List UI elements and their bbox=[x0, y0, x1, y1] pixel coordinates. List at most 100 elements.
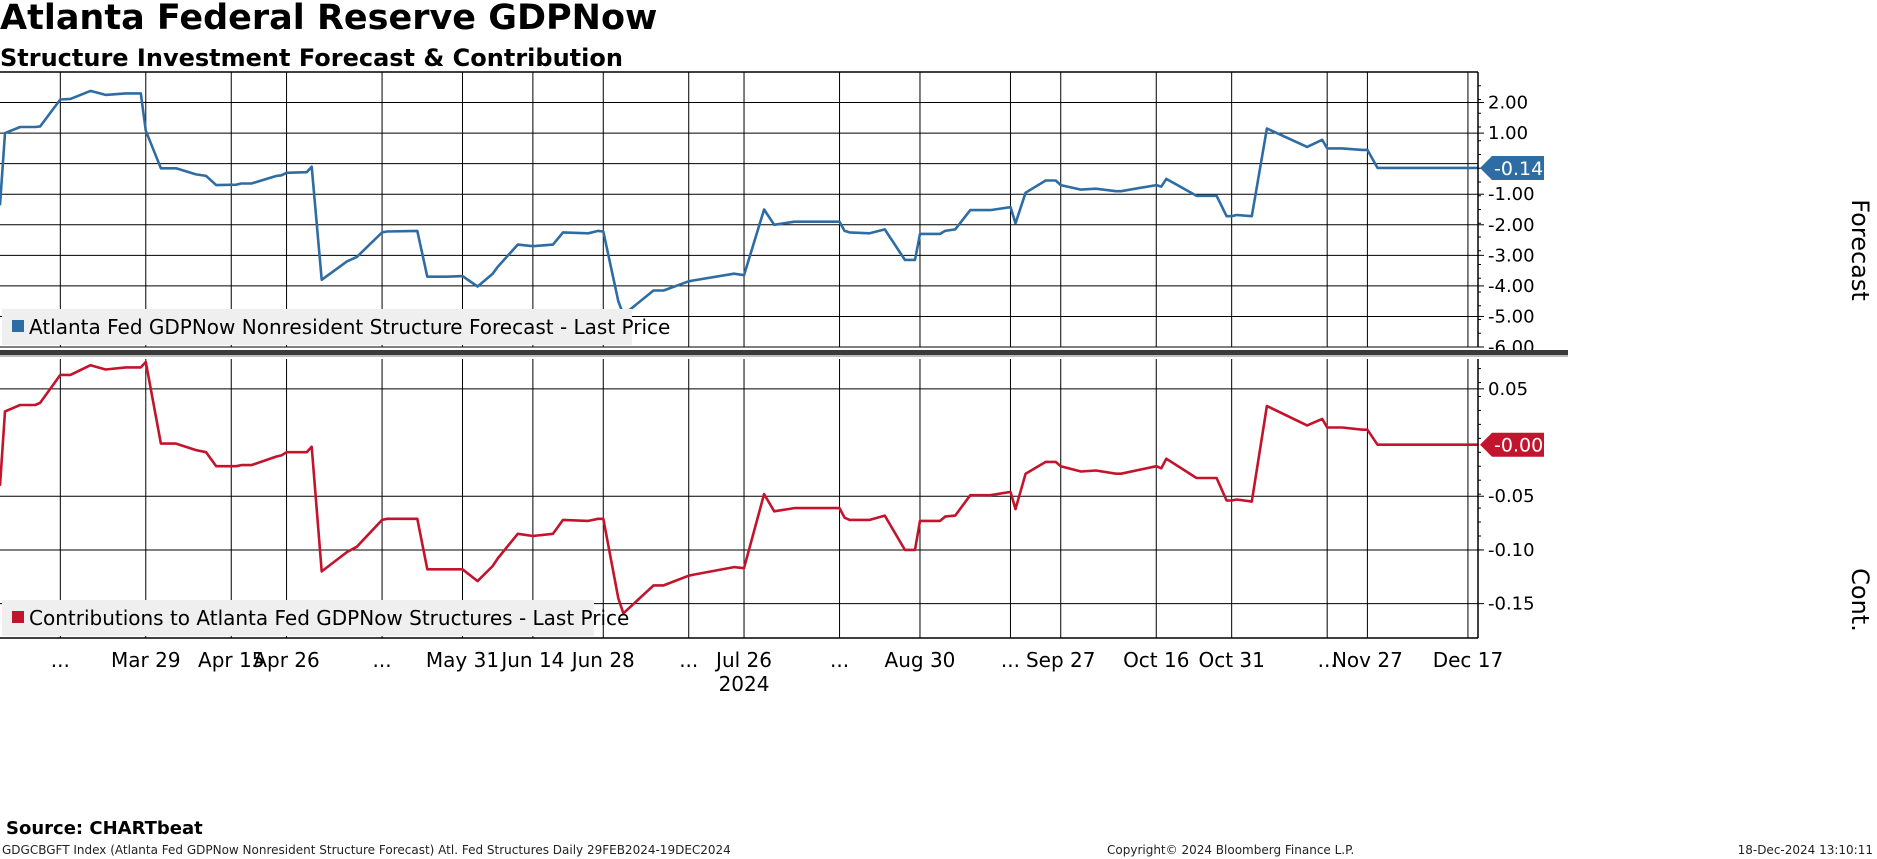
data-point bbox=[884, 514, 886, 517]
data-point bbox=[275, 175, 278, 177]
data-point bbox=[1406, 167, 1409, 169]
data-point bbox=[617, 300, 620, 303]
data-point bbox=[622, 612, 625, 615]
data-point bbox=[205, 451, 207, 454]
x-tick-label: Sep 27 bbox=[1026, 648, 1096, 672]
data-point bbox=[1155, 465, 1158, 468]
data-point bbox=[39, 402, 41, 404]
data-point bbox=[687, 280, 690, 283]
data-point bbox=[1341, 147, 1344, 150]
page-title: Atlanta Federal Reserve GDPNow bbox=[0, 0, 658, 38]
data-point bbox=[215, 465, 217, 468]
data-point bbox=[1225, 215, 1228, 217]
last-value-label: -0.00 bbox=[1494, 435, 1543, 457]
y-tick-label: -5.00 bbox=[1488, 306, 1535, 327]
data-point bbox=[250, 182, 253, 185]
data-point bbox=[793, 220, 796, 223]
data-point bbox=[1235, 498, 1238, 501]
data-point bbox=[617, 597, 620, 600]
data-point bbox=[426, 568, 429, 571]
legend: Contributions to Atlanta Fed GDPNow Stru… bbox=[2, 600, 629, 636]
x-tick-label: Nov 27 bbox=[1332, 648, 1403, 672]
axis-layer: 2.001.00-1.00-2.00-3.00-4.00-5.00-6.00-0… bbox=[0, 71, 1874, 696]
data-point bbox=[954, 514, 956, 517]
data-point bbox=[1391, 443, 1394, 446]
series-line bbox=[0, 360, 1478, 615]
data-point bbox=[89, 364, 92, 367]
data-point bbox=[1326, 147, 1328, 150]
data-point bbox=[904, 259, 906, 261]
data-point bbox=[461, 568, 464, 571]
data-point bbox=[1155, 184, 1158, 186]
panel-separator bbox=[0, 350, 1568, 355]
data-point bbox=[275, 455, 278, 458]
data-point bbox=[461, 275, 464, 277]
y-tick-label: 0.05 bbox=[1488, 379, 1528, 400]
data-point bbox=[1009, 206, 1012, 208]
data-point bbox=[914, 259, 916, 261]
data-point bbox=[476, 285, 479, 288]
data-point bbox=[1024, 472, 1027, 475]
x-tick-label: Jun 28 bbox=[570, 648, 635, 672]
data-point bbox=[1467, 167, 1469, 169]
data-point bbox=[1361, 149, 1364, 151]
data-point bbox=[1195, 195, 1198, 197]
data-point bbox=[843, 230, 846, 232]
data-point bbox=[944, 515, 946, 518]
data-point bbox=[426, 275, 429, 278]
data-point bbox=[1230, 215, 1233, 217]
data-point bbox=[145, 361, 147, 363]
data-point bbox=[195, 173, 197, 176]
data-point bbox=[1391, 167, 1394, 169]
data-point bbox=[838, 220, 841, 223]
data-point bbox=[743, 567, 745, 569]
data-point bbox=[763, 208, 765, 211]
data-point bbox=[1321, 139, 1323, 141]
data-point bbox=[356, 256, 358, 258]
x-tick-label: Aug 30 bbox=[885, 648, 956, 672]
data-point bbox=[4, 410, 6, 413]
x-tick-label: Jun 14 bbox=[499, 648, 564, 672]
y-tick-label: 1.00 bbox=[1488, 123, 1528, 144]
x-tick-label: Apr 15 bbox=[198, 648, 264, 672]
data-point bbox=[602, 518, 605, 520]
legend: Atlanta Fed GDPNow Nonresident Structure… bbox=[2, 309, 670, 345]
data-point bbox=[1472, 167, 1474, 169]
data-point bbox=[1195, 477, 1198, 479]
data-point bbox=[0, 204, 1, 206]
data-point bbox=[34, 126, 36, 128]
data-point bbox=[235, 183, 238, 186]
data-point bbox=[160, 442, 162, 445]
data-point bbox=[320, 279, 323, 281]
data-point bbox=[476, 580, 479, 582]
data-point bbox=[1306, 424, 1308, 427]
legend-label: Contributions to Atlanta Fed GDPNow Stru… bbox=[29, 606, 629, 630]
data-point bbox=[914, 549, 916, 551]
data-point bbox=[356, 545, 358, 548]
data-point bbox=[884, 228, 886, 231]
data-point bbox=[1366, 149, 1369, 151]
data-point bbox=[1014, 222, 1017, 225]
data-point bbox=[1054, 461, 1057, 463]
data-point bbox=[1462, 167, 1464, 169]
data-point bbox=[1200, 477, 1203, 479]
data-point bbox=[175, 442, 177, 445]
x-tick-label: ... bbox=[51, 648, 70, 672]
x-tick-label: ... bbox=[679, 648, 698, 672]
data-point bbox=[1366, 428, 1369, 431]
data-point bbox=[1321, 418, 1323, 420]
series-layer bbox=[0, 89, 1479, 615]
data-point bbox=[1120, 190, 1122, 192]
data-point bbox=[1095, 187, 1097, 190]
data-point bbox=[532, 245, 534, 247]
data-point bbox=[140, 92, 142, 95]
source-note: Source: CHARTbeat bbox=[6, 818, 203, 839]
data-point bbox=[386, 230, 388, 233]
data-point bbox=[39, 125, 41, 128]
data-point bbox=[1059, 465, 1062, 468]
data-point bbox=[0, 484, 1, 487]
data-point bbox=[1406, 443, 1409, 446]
data-point bbox=[1426, 167, 1429, 169]
data-point bbox=[491, 565, 494, 567]
data-point bbox=[808, 220, 811, 223]
